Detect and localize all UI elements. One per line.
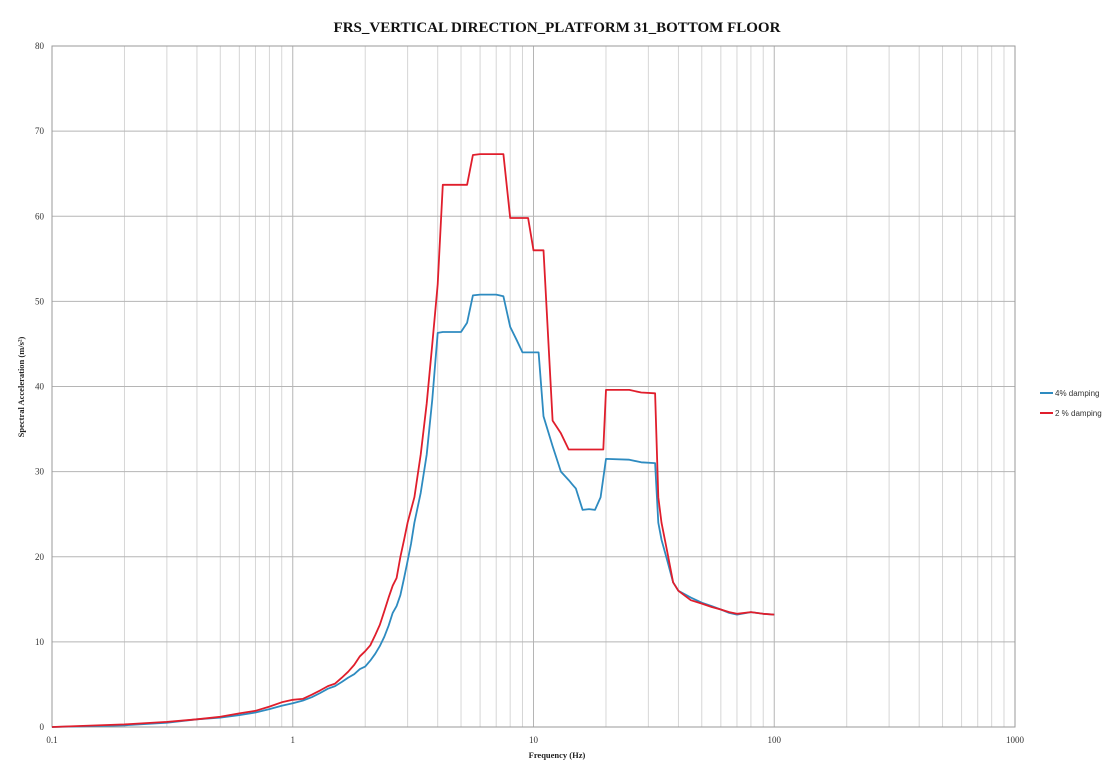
plot-border: [51, 45, 1016, 728]
y-axis-ticks: 0 10 20 30 40 50 60 70 80: [35, 41, 45, 732]
legend: 4% damping 2 % damping: [1040, 389, 1102, 418]
series-line-four-percent-damping: [51, 293, 775, 728]
series-line-two-percent-damping: [51, 153, 775, 728]
y-tick-label: 20: [35, 552, 45, 562]
x-tick-label: 1: [291, 735, 296, 745]
y-tick-label: 70: [35, 126, 45, 136]
y-tick-label: 30: [35, 467, 45, 477]
y-tick-label: 40: [35, 382, 45, 392]
series-layer: [51, 153, 775, 728]
y-axis-label: Spectral Acceleration (m/s²): [16, 336, 26, 437]
y-tick-label: 0: [40, 722, 45, 732]
legend-label: 4% damping: [1055, 389, 1099, 398]
x-axis-label: Frequency (Hz): [529, 750, 586, 760]
y-tick-label: 60: [35, 211, 45, 221]
chart-title: FRS_VERTICAL DIRECTION_PLATFORM 31_BOTTO…: [334, 20, 781, 36]
x-tick-label: 0.1: [46, 735, 57, 745]
y-tick-label: 80: [35, 41, 45, 51]
x-tick-label: 10: [529, 735, 539, 745]
y-tick-label: 10: [35, 637, 45, 647]
x-tick-label: 100: [768, 735, 782, 745]
x-tick-label: 1000: [1006, 735, 1025, 745]
y-tick-label: 50: [35, 296, 45, 306]
plot-frame: [51, 45, 1016, 728]
legend-label: 2 % damping: [1055, 409, 1102, 418]
x-axis-ticks: 0.1 1 10 100 1000: [46, 735, 1024, 745]
